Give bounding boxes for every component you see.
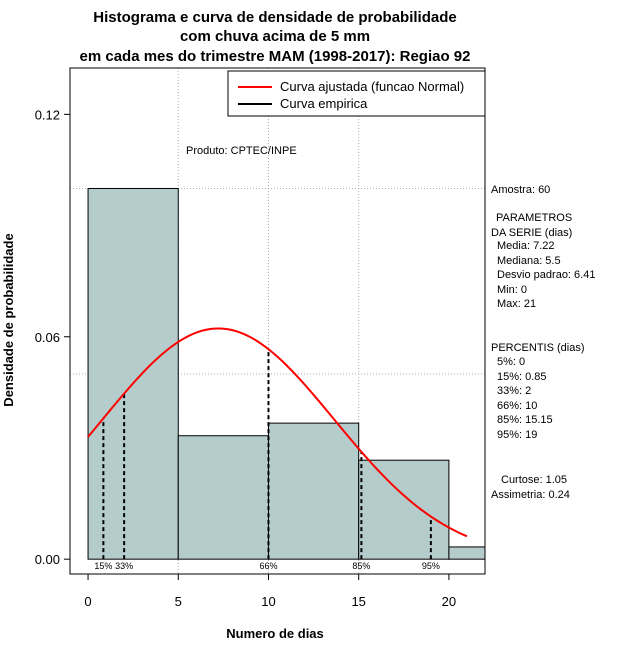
legend-box	[227, 70, 486, 117]
x-axis-label: Numero de dias	[226, 626, 324, 641]
percentile-label: 95%	[422, 561, 440, 571]
percentile-label: 15%	[94, 561, 112, 571]
fitted-normal-curve	[87, 327, 468, 538]
legend-label-fitted: Curva ajustada (funcao Normal)	[280, 79, 464, 94]
param-mean: Media: 7.22	[497, 240, 554, 252]
histogram-bar	[358, 459, 450, 560]
legend: Curva ajustada (funcao Normal) Curva emp…	[227, 70, 486, 117]
chart-title-line-2: com chuva acima de 5 mm	[180, 28, 370, 45]
y-axis: 0.00 0.06 0.12	[35, 107, 70, 567]
plot-frame	[69, 67, 486, 575]
histogram-bar	[177, 435, 269, 560]
chart-title-line-3: em cada mes do trimestre MAM (1998-2017)…	[80, 48, 471, 65]
legend-label-empirical: Curva empirica	[280, 96, 368, 111]
y-axis-label: Densidade de probabilidade	[1, 233, 16, 406]
param-median: Mediana: 5.5	[497, 255, 561, 267]
x-tick-label: 5	[175, 594, 182, 609]
histogram-bar	[87, 187, 179, 560]
sample-size: Amostra: 60	[491, 184, 550, 196]
percentile-label: 66%	[259, 561, 277, 571]
product-annotation: Produto: CPTEC/INPE	[186, 145, 297, 157]
percentile-15: 15%: 0.85	[497, 371, 547, 383]
x-tick-label: 10	[261, 594, 275, 609]
param-stddev: Desvio padrao: 6.41	[497, 269, 595, 281]
x-axis: 0 5 10 15 20	[84, 574, 456, 609]
histogram-bar	[267, 422, 360, 560]
percentile-33: 33%: 2	[497, 385, 531, 397]
x-tick-label: 20	[442, 594, 456, 609]
params-subtitle: DA SERIE (dias)	[491, 227, 572, 239]
percentile-label: 33%	[115, 561, 133, 571]
fitted-curve-group	[87, 327, 468, 538]
histogram-bars	[87, 187, 486, 560]
y-tick-label: 0.06	[35, 330, 60, 345]
percentile-66: 66%: 10	[497, 400, 537, 412]
param-min: Min: 0	[497, 284, 527, 296]
percentile-5: 5%: 0	[497, 356, 525, 368]
histogram-bar	[448, 546, 486, 560]
percentiles-title: PERCENTIS (dias)	[491, 342, 585, 354]
stats-panel: Amostra: 60 PARAMETROS DA SERIE (dias) M…	[491, 184, 595, 501]
percentile-95: 95%: 19	[497, 429, 537, 441]
chart-title-line-1: Histograma e curva de densidade de proba…	[93, 9, 456, 26]
y-tick-label: 0.00	[35, 552, 60, 567]
x-tick-label: 15	[351, 594, 365, 609]
percentile-85: 85%: 15.15	[497, 414, 553, 426]
y-tick-label: 0.12	[35, 107, 60, 122]
kurtosis: Curtose: 1.05	[501, 474, 567, 486]
percentile-label: 85%	[352, 561, 370, 571]
x-tick-label: 0	[84, 594, 91, 609]
param-max: Max: 21	[497, 298, 536, 310]
params-title: PARAMETROS	[496, 212, 572, 224]
percentile-markers: 15% 33% 66% 85% 95%	[94, 349, 440, 571]
skewness: Assimetria: 0.24	[491, 489, 570, 501]
